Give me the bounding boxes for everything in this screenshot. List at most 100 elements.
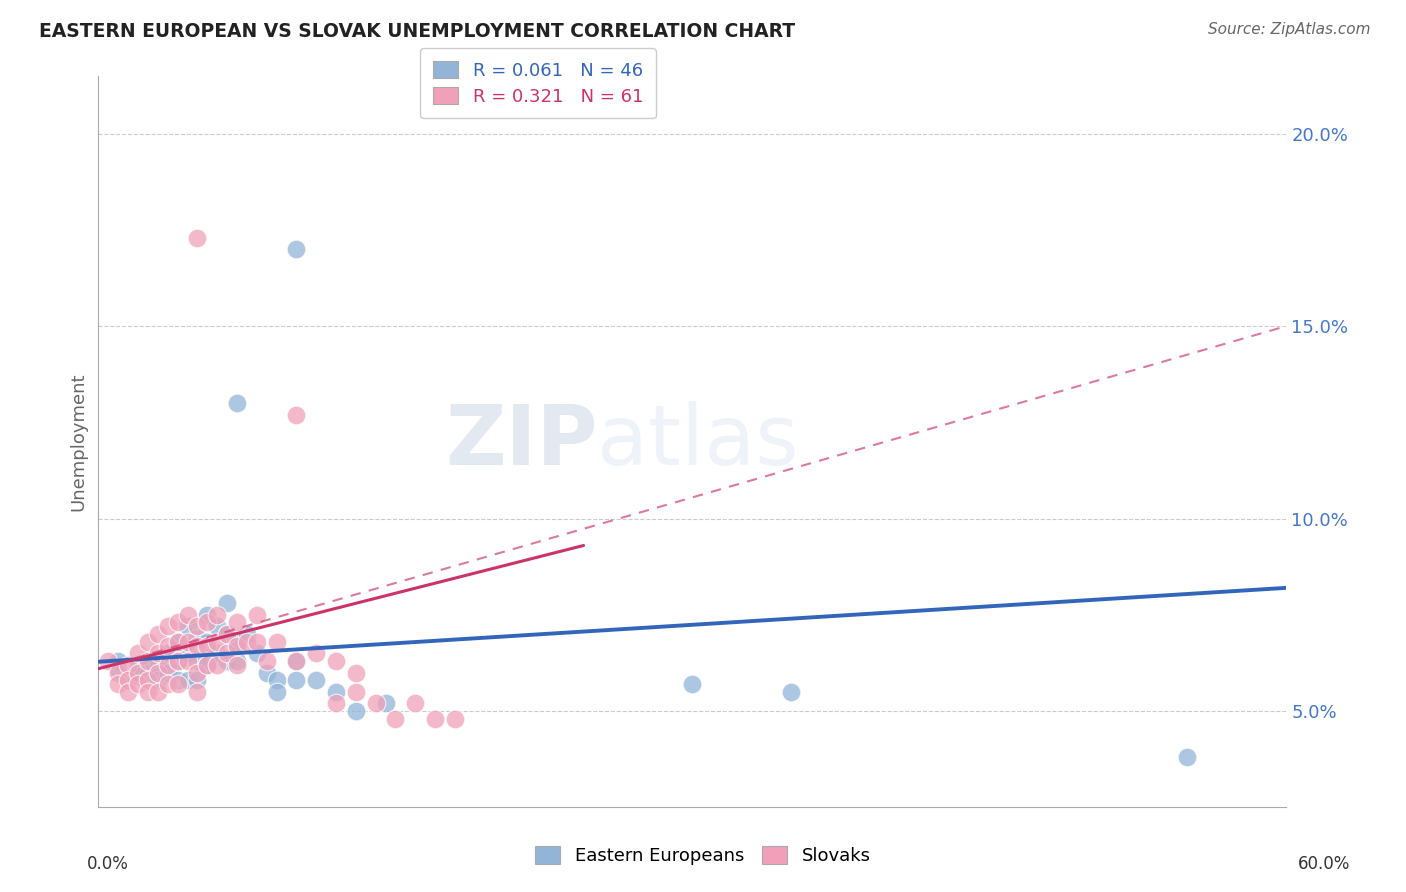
Point — [176, 619, 198, 633]
Point — [146, 627, 169, 641]
Point — [136, 654, 159, 668]
Point — [107, 677, 129, 691]
Point — [166, 634, 188, 648]
Point — [117, 685, 139, 699]
Point — [186, 631, 208, 645]
Point — [226, 654, 249, 668]
Point — [195, 607, 218, 622]
Point — [117, 673, 139, 688]
Text: 0.0%: 0.0% — [87, 855, 129, 872]
Point — [236, 627, 259, 641]
Y-axis label: Unemployment: Unemployment — [69, 372, 87, 511]
Point — [780, 685, 803, 699]
Point — [266, 634, 288, 648]
Point — [285, 673, 308, 688]
Point — [256, 665, 278, 680]
Point — [107, 662, 129, 676]
Point — [136, 665, 159, 680]
Point — [156, 646, 179, 660]
Point — [176, 654, 198, 668]
Point — [195, 657, 218, 672]
Point — [136, 673, 159, 688]
Point — [236, 634, 259, 648]
Point — [136, 685, 159, 699]
Legend: Eastern Europeans, Slovaks: Eastern Europeans, Slovaks — [527, 839, 879, 872]
Point — [344, 704, 367, 718]
Point — [156, 639, 179, 653]
Point — [217, 654, 239, 668]
Text: atlas: atlas — [598, 401, 799, 482]
Point — [1177, 750, 1199, 764]
Point — [374, 696, 396, 710]
Point — [156, 657, 179, 672]
Point — [226, 634, 249, 648]
Point — [384, 712, 406, 726]
Point — [217, 646, 239, 660]
Point — [285, 654, 308, 668]
Point — [186, 673, 208, 688]
Point — [176, 607, 198, 622]
Point — [205, 619, 228, 633]
Point — [166, 654, 188, 668]
Point — [156, 665, 179, 680]
Point — [423, 712, 446, 726]
Text: Source: ZipAtlas.com: Source: ZipAtlas.com — [1208, 22, 1371, 37]
Point — [176, 646, 198, 660]
Point — [285, 242, 308, 256]
Point — [166, 634, 188, 648]
Point — [186, 619, 208, 633]
Point — [117, 673, 139, 688]
Point — [364, 696, 387, 710]
Point — [156, 619, 179, 633]
Legend: R = 0.061   N = 46, R = 0.321   N = 61: R = 0.061 N = 46, R = 0.321 N = 61 — [420, 48, 655, 119]
Point — [266, 673, 288, 688]
Point — [226, 615, 249, 630]
Point — [325, 696, 347, 710]
Point — [127, 657, 149, 672]
Point — [107, 665, 129, 680]
Point — [146, 673, 169, 688]
Point — [186, 639, 208, 653]
Point — [681, 677, 703, 691]
Point — [127, 646, 149, 660]
Point — [176, 673, 198, 688]
Point — [325, 685, 347, 699]
Point — [344, 665, 367, 680]
Point — [344, 685, 367, 699]
Point — [266, 685, 288, 699]
Point — [127, 665, 149, 680]
Point — [325, 654, 347, 668]
Point — [176, 634, 198, 648]
Text: EASTERN EUROPEAN VS SLOVAK UNEMPLOYMENT CORRELATION CHART: EASTERN EUROPEAN VS SLOVAK UNEMPLOYMENT … — [39, 22, 796, 41]
Point — [246, 607, 269, 622]
Point — [186, 685, 208, 699]
Point — [217, 596, 239, 610]
Point — [195, 657, 218, 672]
Point — [246, 634, 269, 648]
Point — [205, 634, 228, 648]
Point — [205, 607, 228, 622]
Point — [205, 646, 228, 660]
Point — [97, 654, 120, 668]
Point — [195, 615, 218, 630]
Point — [146, 685, 169, 699]
Point — [156, 677, 179, 691]
Point — [146, 665, 169, 680]
Point — [285, 654, 308, 668]
Point — [186, 230, 208, 244]
Point — [127, 677, 149, 691]
Point — [195, 634, 218, 648]
Point — [136, 634, 159, 648]
Point — [136, 654, 159, 668]
Point — [305, 673, 328, 688]
Point — [195, 639, 218, 653]
Point — [146, 657, 169, 672]
Point — [166, 677, 188, 691]
Point — [166, 654, 188, 668]
Text: 60.0%: 60.0% — [1298, 855, 1350, 872]
Point — [226, 396, 249, 410]
Point — [117, 657, 139, 672]
Point — [217, 627, 239, 641]
Point — [166, 673, 188, 688]
Point — [205, 657, 228, 672]
